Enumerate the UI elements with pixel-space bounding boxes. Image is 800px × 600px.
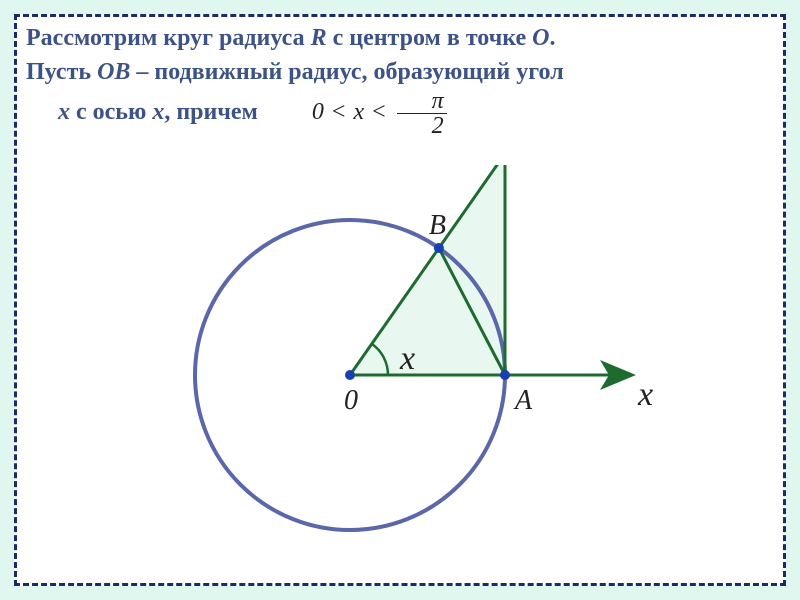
inequality-formula: 0 < x < π 2 [280,89,450,138]
text-seg: с центром в точке [327,25,533,51]
point-O [345,370,355,380]
formula-lhs: 0 [312,99,324,125]
formula-mid: x [353,99,364,125]
label-O: 0 [344,385,358,416]
label-B: B [429,210,446,241]
description-line-2: Пусть ОВ – подвижный радиус, образующий … [26,56,774,88]
lt-icon: < [372,99,386,125]
label-axis-x: х [637,376,653,413]
text-seg: , причем [164,99,258,125]
point-B [434,243,444,253]
var-x2: х [152,99,164,125]
text-seg: – подвижный радиус, образующий угол [130,59,563,85]
text-block: Рассмотрим круг радиуса R с центром в то… [26,22,774,138]
geometry-diagram: 0ABCхх [100,165,700,580]
description-line-1: Рассмотрим круг радиуса R с центром в то… [26,22,774,54]
fraction: π 2 [397,89,447,138]
lt-icon: < [332,99,346,125]
var-R: R [311,25,327,51]
fraction-num: π [397,89,447,114]
description-line-3: х с осью х, причем 0 < x < π 2 [26,89,774,138]
point-A [500,370,510,380]
var-OB: ОВ [97,59,130,85]
text-seg: . [549,25,555,51]
var-O: О [532,25,549,51]
label-A: A [513,385,533,416]
fraction-den: 2 [397,114,447,138]
var-x: х [58,99,70,125]
text-seg: с осью [70,99,152,125]
text-seg: Пусть [26,59,97,85]
diagram-svg: 0ABCхх [100,165,700,580]
label-angle-x: х [399,340,415,377]
text-seg: Рассмотрим круг радиуса [26,25,311,51]
